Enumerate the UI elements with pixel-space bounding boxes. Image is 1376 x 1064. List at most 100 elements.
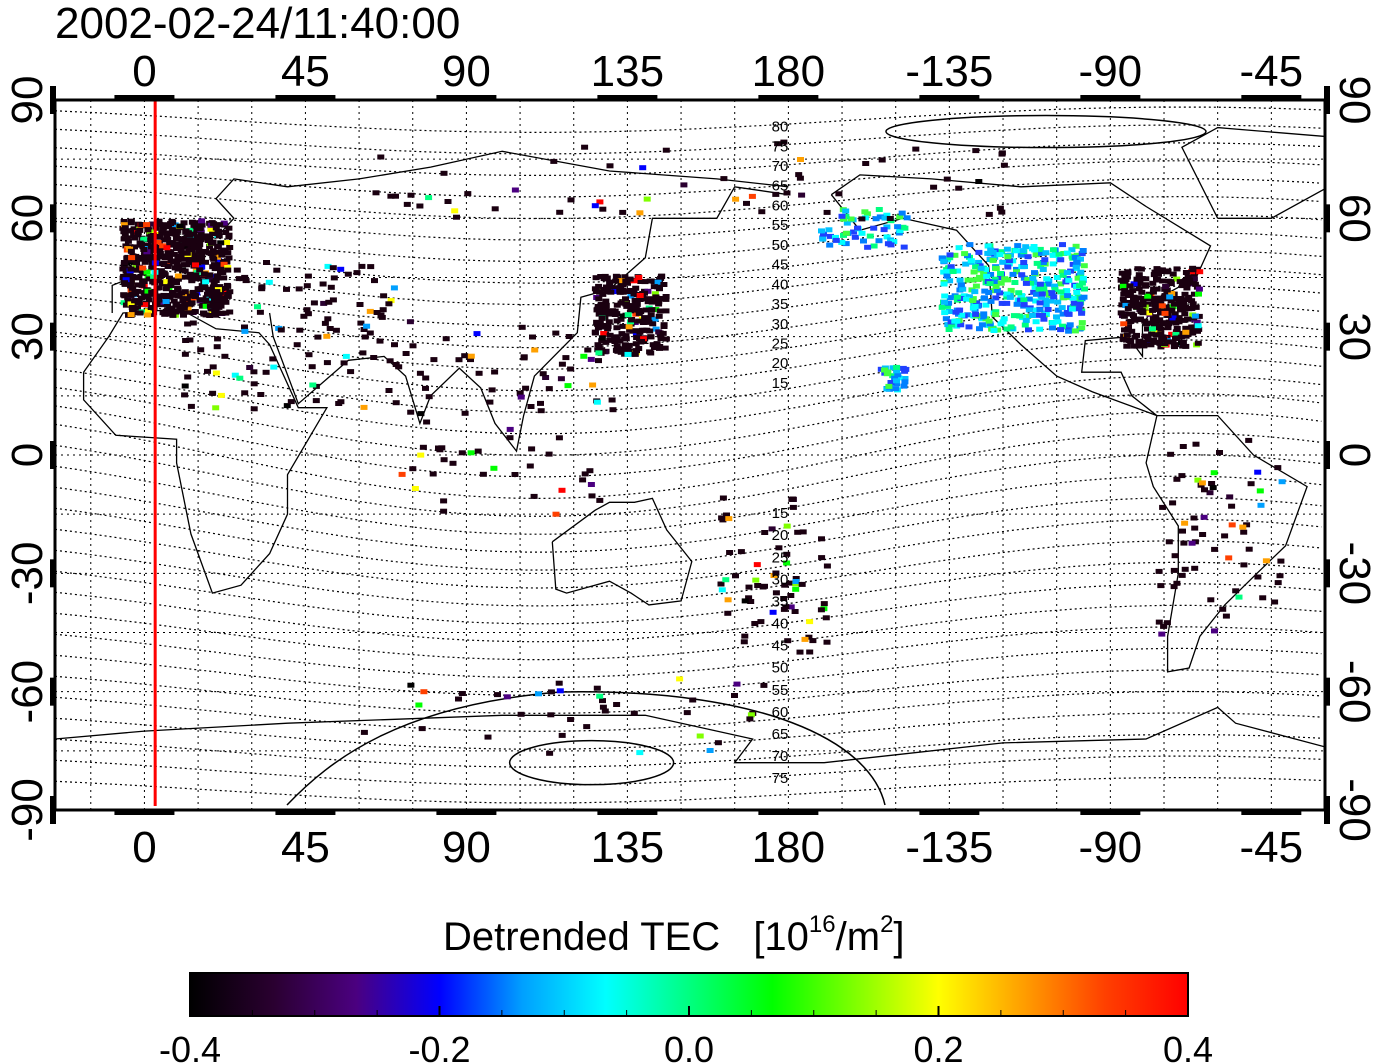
tec-observation-dot	[145, 297, 153, 303]
tec-observation-dot	[783, 560, 791, 566]
tec-observation-dot	[1130, 343, 1138, 349]
tec-observation-dot	[1189, 267, 1197, 273]
tec-observation-dot	[163, 245, 171, 251]
tec-observation-dot	[213, 289, 221, 295]
contour-label-north: 60	[772, 197, 789, 214]
tec-observation-dot	[1066, 322, 1074, 328]
tec-observation-dot	[1195, 286, 1203, 292]
tec-observation-dot	[981, 295, 988, 301]
tec-observation-dot	[1182, 270, 1190, 275]
tec-observation-dot	[123, 255, 131, 261]
tec-observation-dot	[838, 213, 846, 219]
tec-observation-dot	[594, 347, 602, 353]
contour-line	[55, 669, 1322, 715]
contour-label-north: 50	[772, 237, 789, 254]
geomagnetic-latitude-contours	[55, 106, 1322, 806]
tec-observation-dot	[1079, 275, 1087, 281]
tec-observation-dot	[138, 222, 146, 227]
tec-observation-dot	[206, 235, 214, 241]
tec-observation-dot	[1209, 485, 1217, 491]
tec-observation-dot	[1021, 322, 1029, 328]
tec-observation-dot	[652, 307, 660, 312]
tec-observation-dot	[893, 368, 901, 374]
tec-observation-dot	[254, 304, 261, 310]
tec-observation-dot	[141, 302, 149, 308]
tec-observation-dot	[893, 364, 901, 370]
tec-observation-dot	[1125, 319, 1133, 325]
colorbar-tick-label: -0.4	[159, 1029, 221, 1064]
tec-observation-dot	[599, 704, 607, 710]
tec-observation-dot	[215, 258, 222, 264]
tec-observation-dot	[390, 285, 398, 291]
tec-observation-dot	[599, 698, 606, 704]
tec-observation-dot	[825, 227, 833, 233]
tec-observation-dot	[946, 295, 954, 301]
tec-observation-dot	[783, 551, 791, 557]
tec-observation-dot	[972, 264, 980, 270]
tec-observation-dot	[1171, 553, 1179, 559]
tec-observation-dot	[1117, 310, 1125, 316]
tec-observation-dot	[847, 216, 855, 222]
tec-observation-dot	[1137, 316, 1144, 322]
tec-observation-dot	[440, 498, 448, 504]
tec-observation-dot	[617, 300, 625, 306]
tec-observation-dot	[360, 729, 368, 735]
tec-observation-dot	[184, 305, 192, 311]
tec-observation-dot	[1158, 303, 1166, 309]
tec-observation-dot	[442, 336, 450, 342]
tec-observation-dot	[972, 283, 980, 289]
tec-observation-dot	[420, 689, 428, 695]
tec-observation-dot	[944, 322, 952, 328]
contour-line	[55, 604, 1322, 661]
tec-observation-dot	[293, 342, 301, 348]
tec-observation-dot	[1196, 269, 1204, 275]
tec-observation-dot	[1007, 324, 1015, 330]
tec-observation-dot	[676, 676, 684, 682]
tec-observation-dot	[798, 581, 806, 587]
tec-observation-dot	[555, 435, 563, 441]
tec-observation-dot	[192, 262, 199, 268]
tec-observation-dot	[996, 205, 1004, 211]
tec-observation-dot	[171, 265, 179, 271]
bottom-longitude-label: 90	[442, 823, 491, 872]
tec-observation-dot	[964, 277, 972, 283]
tec-observation-dot	[632, 301, 640, 307]
tec-observation-dot	[552, 511, 560, 517]
tec-observation-dot	[1147, 342, 1155, 348]
tec-observation-dot	[1190, 276, 1198, 282]
top-longitude-label: 45	[281, 47, 330, 96]
tec-observation-dot	[537, 400, 544, 406]
colorbar-unit-base: [10	[753, 915, 809, 959]
tec-observation-dot	[635, 318, 643, 324]
tec-observation-dot	[1182, 343, 1190, 349]
left-latitude-label: 60	[3, 194, 52, 243]
tec-observation-dot	[761, 583, 768, 589]
contour-line	[55, 285, 1322, 349]
tec-observation-dot	[1128, 311, 1136, 317]
tec-observation-dot	[1032, 298, 1040, 304]
contour-label-south: 30	[772, 571, 789, 588]
tec-observation-dot	[587, 482, 595, 487]
tec-observation-dot	[639, 336, 647, 342]
tec-observation-dot	[889, 373, 897, 379]
tec-observation-dot	[1188, 306, 1196, 311]
tec-observation-dot	[217, 300, 225, 306]
tec-observation-dot	[1036, 326, 1044, 332]
tec-observation-dot	[622, 278, 630, 284]
frame-tick-right	[1324, 677, 1330, 706]
tec-observation-dot	[660, 324, 668, 329]
tec-observation-dot	[562, 355, 570, 361]
contour-label-north: 45	[772, 257, 789, 274]
tec-observation-dot	[180, 262, 188, 268]
tec-observation-dot	[892, 386, 900, 392]
tec-observation-dot	[360, 327, 368, 332]
tec-observation-dot	[1135, 340, 1143, 346]
contour-label-south: 70	[772, 748, 789, 765]
tec-observation-dot	[150, 310, 158, 316]
tec-observation-dot	[190, 237, 198, 243]
tec-observation-dot	[632, 341, 640, 347]
tec-observation-dot	[896, 214, 904, 220]
tec-observation-dot	[1069, 304, 1077, 309]
right-latitude-label: -30	[1330, 542, 1376, 606]
tec-observation-dot	[1025, 327, 1032, 333]
